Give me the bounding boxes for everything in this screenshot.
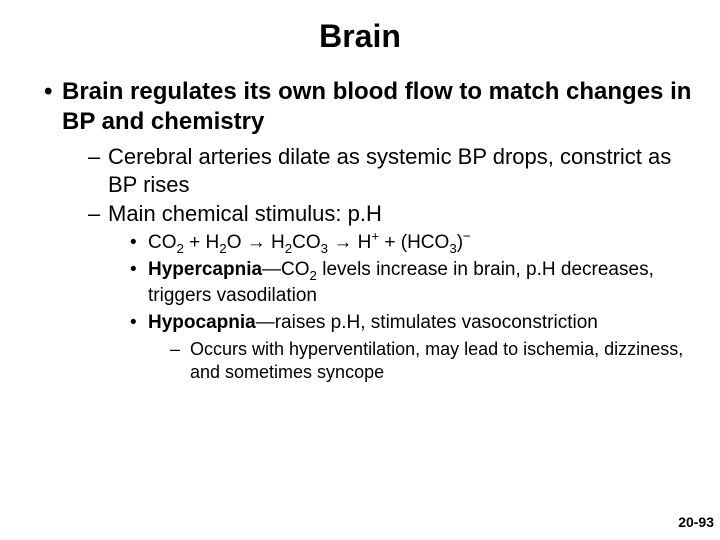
bullet-level1: •Brain regulates its own blood flow to m…	[44, 77, 700, 137]
sub1-text: Cerebral arteries dilate as systemic BP …	[108, 144, 671, 197]
hypercapnia-text: Hypercapnia—CO2 levels increase in brain…	[148, 259, 654, 306]
bullet-level3-hypercapnia: •Hypercapnia—CO2 levels increase in brai…	[130, 257, 700, 308]
arrow-icon: →	[247, 232, 266, 253]
slide: Brain •Brain regulates its own blood flo…	[0, 0, 720, 540]
sub2-text: Main chemical stimulus: p.H	[108, 201, 382, 226]
bullet-level4: –Occurs with hyperventilation, may lead …	[170, 338, 700, 385]
bullet-level3-hypocapnia: •Hypocapnia—raises p.H, stimulates vasoc…	[130, 310, 700, 336]
arrow-icon: →	[333, 232, 352, 253]
bullet-level2: –Cerebral arteries dilate as systemic BP…	[88, 143, 700, 198]
eq-text: CO2 + H2O → H2CO3 → H+ + (HCO3)−	[148, 232, 471, 253]
hypocap-detail-text: Occurs with hyperventilation, may lead t…	[190, 339, 683, 382]
bullet-level3-equation: •CO2 + H2O → H2CO3 → H+ + (HCO3)−	[130, 230, 700, 256]
bullet-icon: •	[130, 257, 148, 283]
dash-icon: –	[88, 143, 108, 171]
bullet-level2: –Main chemical stimulus: p.H	[88, 200, 700, 228]
page-number: 20-93	[678, 514, 714, 530]
slide-title: Brain	[20, 18, 700, 55]
dash-icon: –	[88, 200, 108, 228]
bullet-icon: •	[44, 77, 62, 107]
bullet-icon: •	[130, 310, 148, 336]
hypocapnia-text: Hypocapnia—raises p.H, stimulates vasoco…	[148, 312, 598, 333]
main-point-text: Brain regulates its own blood flow to ma…	[62, 78, 691, 135]
bullet-icon: •	[130, 230, 148, 256]
dash-icon: –	[170, 338, 190, 361]
